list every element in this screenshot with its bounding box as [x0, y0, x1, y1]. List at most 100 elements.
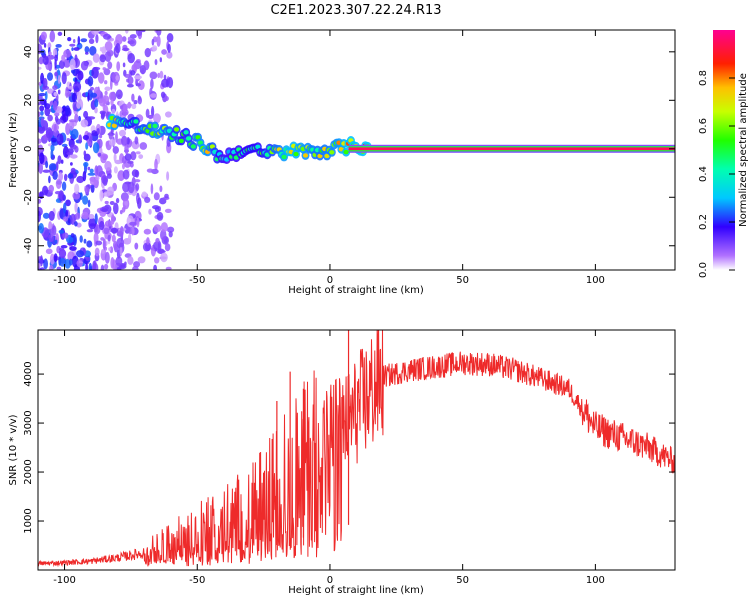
noise-blob: [55, 44, 62, 48]
noise-blob: [39, 105, 45, 112]
noise-blob: [113, 166, 118, 174]
noise-blob: [60, 159, 64, 164]
noise-blob: [38, 198, 42, 204]
noise-blob: [112, 146, 120, 154]
spectrogram-frame: [37, 29, 676, 271]
colorbar-scale: [713, 30, 735, 270]
noise-blob: [42, 185, 49, 196]
noise-blob: [107, 61, 113, 70]
noise-blob: [90, 183, 95, 193]
snr-frame: [37, 329, 676, 571]
noise-blob: [94, 247, 100, 257]
noise-blob: [111, 234, 116, 243]
noise-blob: [152, 45, 158, 52]
noise-blob: [67, 37, 72, 42]
noise-blob: [115, 75, 120, 81]
noise-blob: [58, 229, 65, 234]
noise-blob: [99, 134, 103, 139]
noise-blob: [38, 111, 41, 118]
noise-blob: [109, 91, 116, 101]
snr-panel: -100 -50 0 50 100 1000 2000 3000 4000 Height of …: [8, 329, 676, 596]
noise-blob: [87, 116, 96, 120]
noise-blob: [47, 114, 53, 122]
spectrogram-ticks: -100 -50 0 50 100 -40 -20 0 20 40: [23, 30, 675, 286]
noise-blob: [147, 115, 154, 119]
noise-blob: [49, 264, 54, 270]
noise-blob: [90, 178, 98, 186]
noise-blob: [129, 221, 137, 226]
noise-blob: [53, 92, 58, 97]
noise-blob: [66, 152, 74, 156]
noise-blob: [92, 66, 101, 71]
noise-blob: [137, 80, 145, 91]
noise-blob: [119, 210, 123, 215]
noise-blob: [116, 267, 122, 270]
noise-blob: [66, 138, 71, 142]
noise-blob: [67, 218, 71, 224]
noise-blob: [55, 178, 62, 189]
noise-blob: [38, 92, 47, 97]
noise-blob: [108, 247, 111, 252]
noise-blob: [89, 168, 94, 174]
noise-blob: [153, 224, 162, 233]
noise-blob: [99, 220, 105, 231]
noise-blob: [103, 33, 111, 40]
noise-blob: [163, 74, 167, 81]
noise-blob: [122, 62, 126, 68]
spectrogram-xlabel: Height of straight line (km): [288, 285, 424, 296]
noise-blob: [132, 265, 139, 270]
noise-blob: [153, 113, 161, 124]
noise-blob: [83, 110, 89, 119]
noise-blob: [122, 163, 125, 170]
trace-core: [190, 144, 196, 149]
spectrogram-panel: -100 -50 0 50 100 -40 -20 0 20 40 Height of strai…: [8, 29, 676, 296]
noise-blob: [42, 55, 49, 65]
noise-blob: [99, 47, 103, 52]
noise-blob: [122, 36, 127, 42]
noise-blob: [127, 181, 135, 194]
noise-blob: [115, 256, 123, 267]
noise-blob: [121, 135, 128, 146]
chart-title: C2E1.2023.307.22.24.R13: [270, 3, 441, 18]
noise-blob: [103, 227, 110, 234]
noise-blob: [74, 221, 78, 227]
spectrogram-ylabel: Frequency (Hz): [8, 112, 19, 188]
noise-blob: [52, 100, 58, 111]
noise-blob: [69, 43, 76, 47]
noise-blob: [54, 191, 61, 195]
y-tick-label: 3000: [23, 410, 34, 435]
noise-blob: [54, 72, 58, 77]
noise-blob: [139, 142, 148, 150]
noise-blob: [144, 196, 151, 203]
noise-blob: [104, 263, 109, 270]
noise-blob: [85, 262, 88, 270]
noise-blob: [149, 71, 158, 80]
x-tick-label: -50: [189, 575, 205, 586]
colorbar-tick-label: 0.2: [698, 214, 709, 230]
noise-blob: [45, 129, 54, 139]
noise-blob: [146, 168, 154, 173]
noise-blob: [40, 117, 45, 128]
noise-blob: [99, 54, 107, 63]
noise-blob: [126, 103, 132, 107]
noise-blob: [101, 175, 109, 185]
noise-blob: [137, 197, 142, 209]
noise-blob: [101, 208, 109, 213]
noise-blob: [38, 102, 42, 106]
noise-blob: [74, 145, 79, 153]
noise-blob: [87, 199, 91, 208]
noise-blob: [60, 245, 68, 249]
noise-blob: [65, 86, 69, 99]
noise-blob: [111, 108, 116, 115]
noise-blob: [104, 80, 108, 85]
noise-blob: [110, 99, 114, 106]
noise-blob: [54, 115, 59, 123]
noise-blob: [104, 86, 111, 92]
noise-blob: [150, 183, 154, 195]
noise-blob: [95, 240, 103, 246]
x-tick-label: 0: [327, 275, 333, 286]
noise-blob: [85, 51, 89, 55]
noise-blob: [157, 72, 161, 79]
noise-blob: [76, 175, 85, 184]
noise-blob: [154, 59, 158, 66]
